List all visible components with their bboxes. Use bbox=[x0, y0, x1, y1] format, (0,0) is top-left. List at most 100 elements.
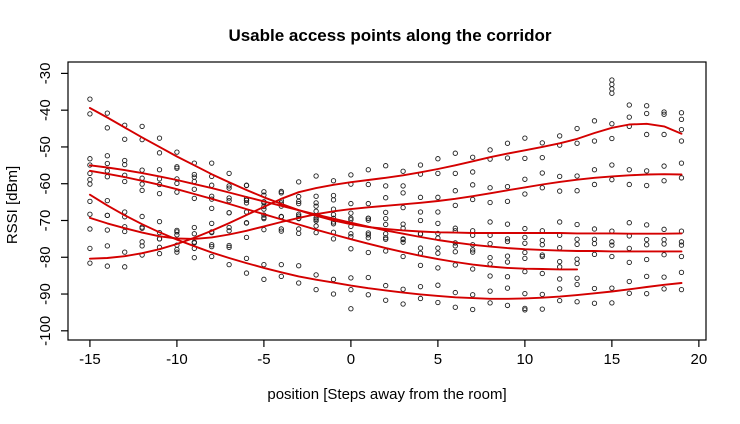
scatter-point-ap-3 bbox=[470, 249, 476, 255]
plot-box bbox=[67, 61, 707, 341]
scatter-point-ap-6 bbox=[626, 278, 632, 285]
scatter-point-ap-2 bbox=[557, 259, 563, 265]
scatter-point-ap-4 bbox=[470, 196, 476, 203]
scatter-point-ap-5 bbox=[504, 140, 511, 146]
scatter-point-ap-5 bbox=[174, 249, 180, 255]
scatter-point-ap-3 bbox=[383, 235, 389, 241]
scatter-point-ap-3 bbox=[574, 275, 580, 281]
scatter-point-ap-5 bbox=[278, 188, 284, 195]
scatter-point-ap-5 bbox=[348, 172, 354, 178]
scatter-point-ap-3 bbox=[400, 253, 406, 260]
x-axis-label: position [Steps away from the room] bbox=[267, 386, 506, 403]
scatter-point-ap-3 bbox=[557, 276, 563, 282]
scatter-point-ap-4 bbox=[365, 215, 371, 221]
scatter-point-ap-6 bbox=[174, 246, 180, 253]
scatter-point-ap-3 bbox=[435, 265, 441, 271]
scatter-point-ap-5 bbox=[644, 131, 650, 138]
scatter-point-ap-4 bbox=[574, 173, 580, 179]
scatter-point-ap-5 bbox=[626, 102, 632, 108]
scatter-point-ap-6 bbox=[296, 280, 302, 286]
scatter-point-ap-1 bbox=[400, 239, 406, 245]
scatter-point-ap-3 bbox=[417, 262, 424, 269]
scatter-point-ap-6 bbox=[104, 197, 110, 204]
scatter-point-ap-1 bbox=[104, 125, 110, 131]
scatter-point-ap-5 bbox=[644, 103, 650, 109]
scatter-point-ap-4 bbox=[261, 227, 267, 233]
scatter-point-ap-6 bbox=[557, 286, 563, 292]
scatter-point-ap-2 bbox=[626, 259, 632, 266]
scatter-point-ap-4 bbox=[417, 209, 424, 215]
scatter-point-ap-6 bbox=[470, 292, 476, 298]
scatter-point-ap-1 bbox=[122, 136, 128, 142]
scatter-point-ap-5 bbox=[661, 111, 667, 117]
scatter-point-ap-4 bbox=[296, 226, 302, 232]
scatter-point-ap-4 bbox=[348, 215, 354, 221]
scatter-point-ap-3 bbox=[156, 190, 163, 197]
scatter-point-ap-2 bbox=[609, 253, 615, 260]
scatter-point-ap-2 bbox=[191, 186, 197, 192]
scatter-point-ap-4 bbox=[191, 224, 197, 231]
plot-area: -15 -10 -5 0 5 10 15 20-30-40-50-60-70-80-90-10… bbox=[37, 63, 707, 368]
scatter-point-ap-2 bbox=[644, 242, 650, 248]
scatter-point-ap-6 bbox=[209, 242, 215, 248]
scatter-point-ap-5 bbox=[574, 140, 580, 146]
scatter-point-ap-6 bbox=[330, 276, 337, 282]
scatter-point-ap-2 bbox=[243, 182, 250, 188]
scatter-point-ap-4 bbox=[87, 211, 93, 217]
scatter-point-ap-5 bbox=[330, 178, 337, 184]
scatter-point-ap-1 bbox=[383, 221, 389, 228]
scatter-point-ap-6 bbox=[383, 282, 389, 289]
scatter-point-ap-1 bbox=[644, 222, 650, 228]
scatter-point-ap-1 bbox=[626, 220, 632, 226]
scatter-point-ap-6 bbox=[661, 274, 667, 280]
scatter-point-ap-6 bbox=[87, 181, 93, 187]
y-tick-label: -70 bbox=[37, 210, 54, 232]
scatter-point-ap-6 bbox=[452, 289, 458, 296]
scatter-point-ap-2 bbox=[365, 217, 371, 223]
scatter-point-ap-4 bbox=[452, 202, 458, 209]
scatter-point-ap-4 bbox=[104, 227, 110, 233]
scatter-point-ap-5 bbox=[313, 193, 319, 199]
scatter-point-ap-3 bbox=[539, 270, 545, 277]
scatter-point-ap-4 bbox=[313, 203, 319, 209]
scatter-point-ap-3 bbox=[435, 250, 441, 256]
scatter-point-ap-1 bbox=[644, 236, 650, 243]
scatter-point-ap-3 bbox=[139, 187, 145, 193]
scatter-point-ap-6 bbox=[574, 281, 580, 288]
scatter-point-ap-5 bbox=[383, 183, 389, 189]
scatter-point-ap-1 bbox=[104, 110, 110, 116]
x-tick-label: -10 bbox=[166, 351, 188, 368]
scatter-point-ap-3 bbox=[104, 160, 110, 167]
scatter-point-ap-4 bbox=[435, 194, 441, 200]
scatter-point-ap-4 bbox=[626, 167, 632, 173]
scatter-point-ap-1 bbox=[522, 225, 528, 232]
scatter-point-ap-6 bbox=[557, 298, 563, 304]
scatter-point-ap-6 bbox=[644, 291, 650, 297]
scatter-point-ap-2 bbox=[400, 221, 406, 227]
scatter-point-ap-5 bbox=[678, 127, 685, 133]
y-tick-label: -30 bbox=[37, 63, 54, 85]
scatter-point-ap-2 bbox=[435, 230, 441, 237]
scatter-point-ap-1 bbox=[452, 225, 458, 231]
scatter-point-ap-5 bbox=[365, 181, 371, 188]
scatter-point-ap-6 bbox=[139, 213, 145, 220]
scatter-point-ap-3 bbox=[470, 266, 476, 272]
scatter-point-ap-6 bbox=[261, 261, 267, 268]
scatter-point-ap-5 bbox=[104, 263, 110, 269]
scatter-point-ap-2 bbox=[609, 239, 615, 245]
scatter-point-ap-1 bbox=[504, 221, 511, 227]
scatter-point-ap-5 bbox=[87, 245, 93, 252]
scatter-point-ap-5 bbox=[313, 173, 319, 179]
y-axis-label: RSSI [dBm] bbox=[4, 166, 21, 244]
scatter-point-ap-5 bbox=[522, 135, 528, 141]
scatter-point-ap-6 bbox=[452, 304, 458, 310]
scatter-point-ap-5 bbox=[104, 243, 110, 249]
scatter-point-ap-6 bbox=[487, 300, 493, 306]
y-tick-label: -60 bbox=[37, 173, 54, 195]
scatter-point-ap-6 bbox=[400, 286, 406, 292]
scatter-point-ap-5 bbox=[591, 138, 598, 144]
scatter-point-ap-5 bbox=[243, 220, 250, 226]
scatter-point-ap-1 bbox=[87, 96, 93, 102]
scatter-point-ap-5 bbox=[226, 210, 232, 216]
scatter-point-ap-5 bbox=[678, 138, 685, 144]
